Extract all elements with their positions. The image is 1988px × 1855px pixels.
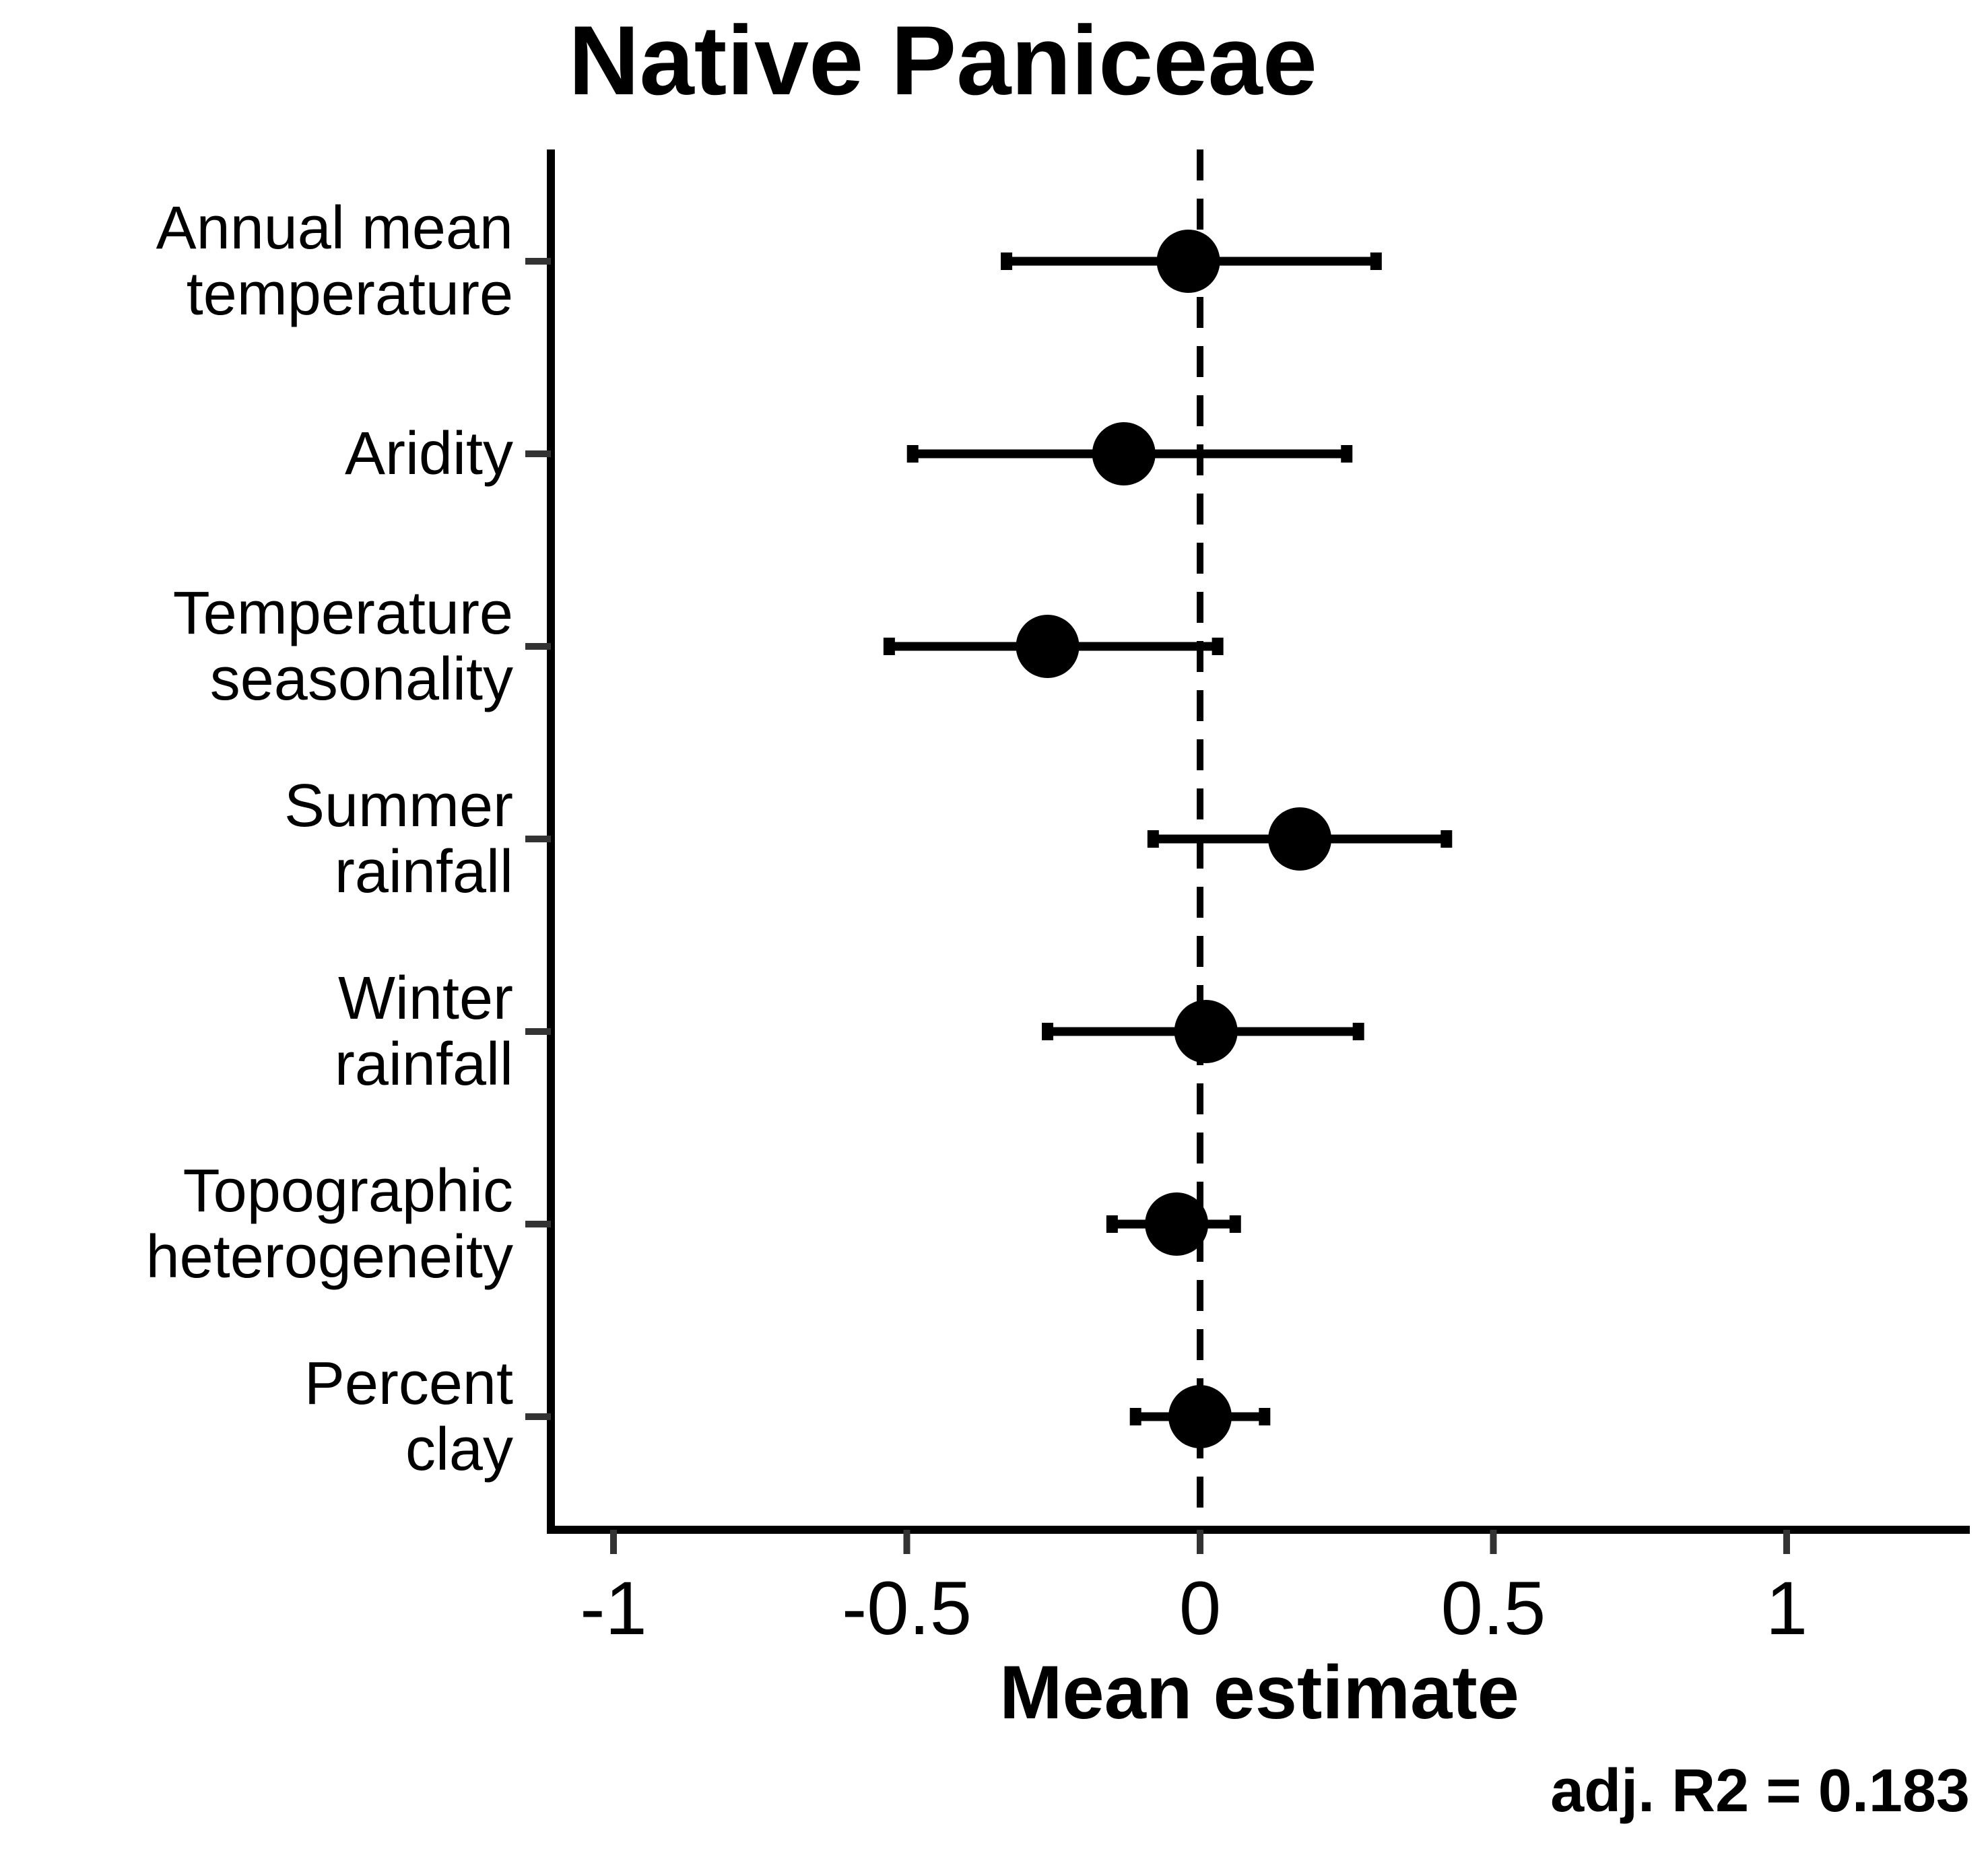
- x-tick-label: 0.5: [1441, 1566, 1546, 1650]
- plot-area: -1 -0.5 0 0.5 1 Annual mean temperature Aridity…: [146, 149, 1970, 1650]
- x-tick-label: -1: [580, 1566, 647, 1650]
- y-tick-label: Annual mean temperature: [156, 195, 513, 328]
- y-tick-label: Topographic heterogeneity: [146, 1157, 513, 1291]
- estimate-point: [1174, 1000, 1238, 1063]
- chart-title: Native Paniceae: [568, 5, 1317, 115]
- y-tick-label: Percent clay: [304, 1350, 513, 1483]
- y-tick-label: Winter rainfall: [335, 965, 513, 1098]
- estimate-point: [1268, 807, 1332, 871]
- y-tick-label: Temperature seasonality: [173, 580, 513, 713]
- y-tick-label: Aridity: [345, 420, 513, 487]
- estimate-point: [1092, 422, 1156, 485]
- x-tick-label: 1: [1766, 1566, 1808, 1650]
- r2-annotation: adj. R2 = 0.183: [1550, 1757, 1970, 1825]
- estimate-point: [1016, 615, 1080, 678]
- estimate-point: [1156, 230, 1220, 293]
- estimate-point: [1145, 1192, 1209, 1256]
- x-axis-label: Mean estimate: [999, 1650, 1519, 1734]
- x-tick-label: 0: [1179, 1566, 1221, 1650]
- y-tick-label: Summer rainfall: [284, 772, 513, 906]
- x-tick-label: -0.5: [842, 1566, 972, 1650]
- estimate-point: [1168, 1385, 1232, 1448]
